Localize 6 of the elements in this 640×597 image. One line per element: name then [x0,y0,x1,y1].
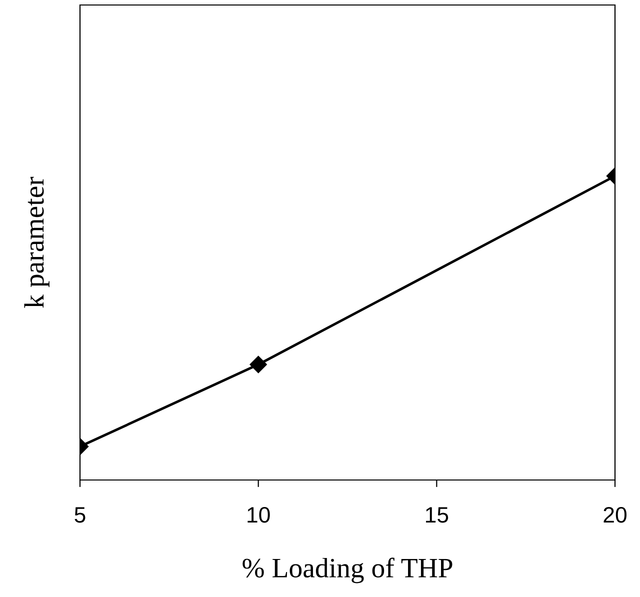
x-tick-label: 20 [604,506,626,523]
y-axis-title: k parameter [24,176,50,308]
x-tick-label: 15 [426,507,448,523]
x-tick-label: 5 [74,507,86,523]
x-tick-label: 10 [248,506,270,523]
x-axis-title: % Loading of THP [242,558,452,584]
